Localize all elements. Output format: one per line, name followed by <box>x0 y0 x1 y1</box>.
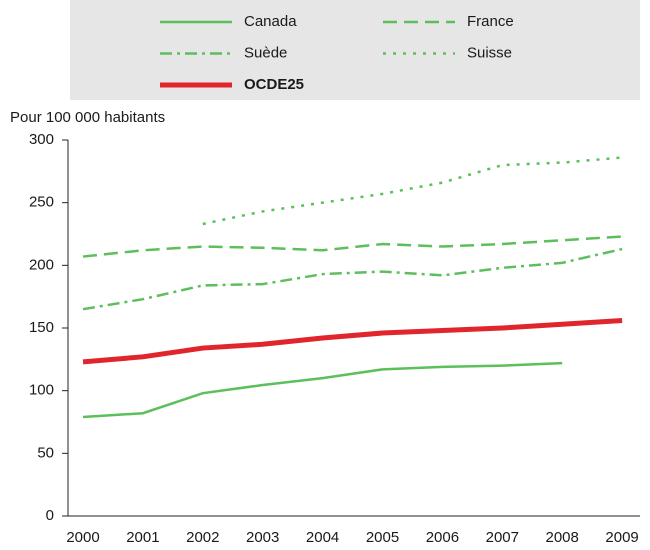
legend-background <box>70 0 640 100</box>
x-tick-label: 2008 <box>546 529 579 546</box>
y-tick-label: 100 <box>29 382 54 399</box>
x-tick-label: 2006 <box>426 529 459 546</box>
x-tick-label: 2001 <box>126 529 159 546</box>
x-tick-label: 2009 <box>605 529 638 546</box>
legend-label: OCDE25 <box>244 76 304 93</box>
series-line <box>82 317 623 365</box>
y-tick-label: 50 <box>37 444 54 461</box>
y-axis-label: Pour 100 000 habitants <box>10 109 165 126</box>
y-tick-label: 250 <box>29 194 54 211</box>
y-tick-label: 150 <box>29 319 54 336</box>
legend-label: Suède <box>244 44 287 61</box>
y-tick-label: 200 <box>29 256 54 273</box>
legend-label: France <box>467 13 514 30</box>
series-line <box>82 235 623 258</box>
x-tick-label: 2002 <box>186 529 219 546</box>
y-tick-label: 0 <box>46 507 54 524</box>
x-tick-label: 2004 <box>306 529 339 546</box>
x-tick-label: 2003 <box>246 529 279 546</box>
series-line <box>202 156 623 226</box>
series-line <box>82 361 563 419</box>
legend-label: Suisse <box>467 44 512 61</box>
series-line <box>82 247 623 311</box>
legend-label: Canada <box>244 13 297 30</box>
x-tick-label: 2000 <box>66 529 99 546</box>
x-tick-label: 2007 <box>486 529 519 546</box>
x-tick-label: 2005 <box>366 529 399 546</box>
y-tick-label: 300 <box>29 131 54 148</box>
